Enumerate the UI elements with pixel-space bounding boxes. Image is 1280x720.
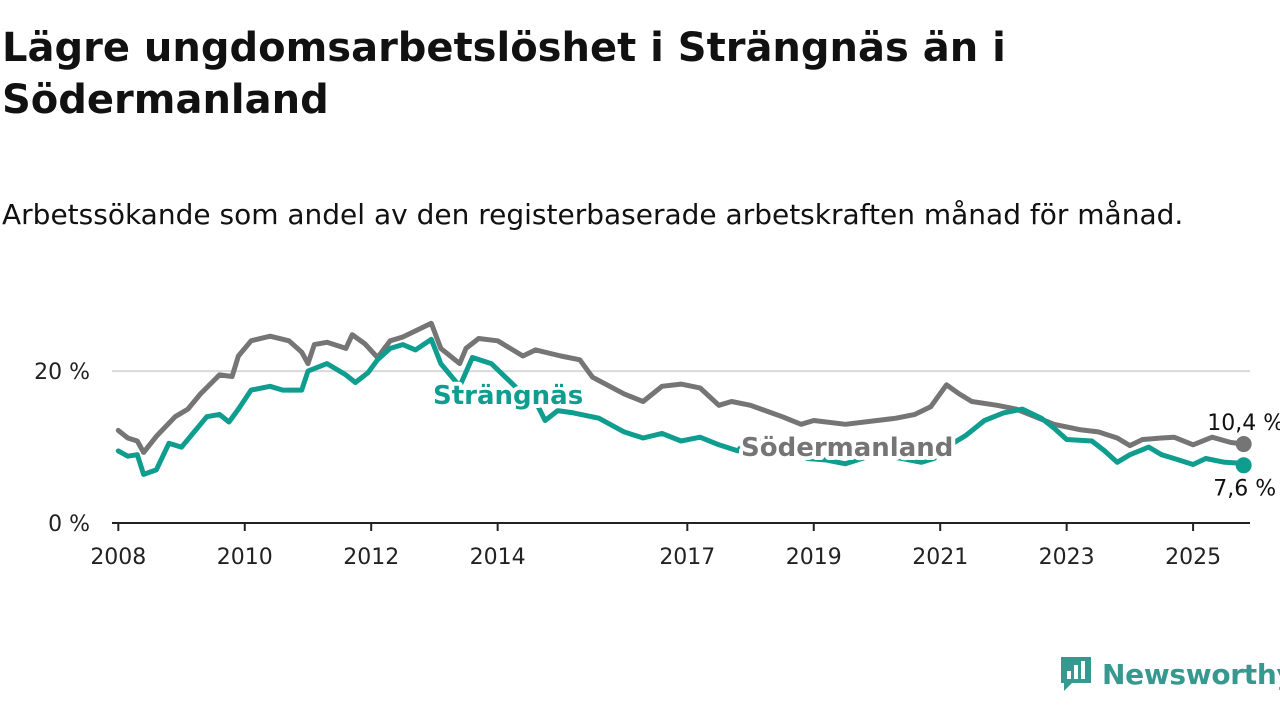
x-tick-label-2023: 2023 [1039, 545, 1095, 570]
series-label-sodermanland: Södermanland [741, 433, 953, 463]
y-axis-labels: 0 % 20 % [34, 360, 90, 537]
end-marker-strangnas [1235, 457, 1252, 474]
end-marker-sodermanland [1235, 436, 1252, 453]
value-label-strangnas: 7,6 % [1213, 476, 1276, 501]
x-tick-label-2019: 2019 [786, 545, 842, 570]
x-tick-label-2014: 2014 [470, 545, 526, 570]
y-tick-label-0: 0 % [48, 512, 90, 537]
brand-name: Newsworthy [1102, 657, 1280, 691]
x-tick-label-2025: 2025 [1165, 545, 1221, 570]
value-label-sodermanland: 10,4 % [1207, 411, 1280, 436]
x-tick-label-2021: 2021 [912, 545, 968, 570]
newsworthy-logo-icon [1061, 657, 1091, 691]
x-tick-label-2008: 2008 [90, 545, 146, 570]
series-label-strangnas: Strängnäs [433, 381, 583, 411]
chart-title: Lägre ungdomsarbetslöshet i Strängnäs än… [2, 25, 1006, 123]
x-axis [112, 522, 1250, 531]
chart-subtitle: Arbetssökande som andel av den registerb… [2, 198, 1184, 231]
y-tick-label-20: 20 % [34, 360, 90, 385]
x-tick-label-2010: 2010 [217, 545, 273, 570]
x-axis-labels: 2008 2010 2012 2014 2017 2019 2021 2023 2025 [90, 545, 1221, 570]
series-layer [115, 320, 1252, 477]
x-tick-label-2017: 2017 [659, 545, 715, 570]
label-layer: Strängnäs Södermanland 10,4 % 7,6 % [429, 377, 1280, 501]
series-line-strangnas [115, 336, 1247, 477]
brand-logo: Newsworthy [1058, 654, 1280, 694]
x-tick-label-2012: 2012 [343, 545, 399, 570]
